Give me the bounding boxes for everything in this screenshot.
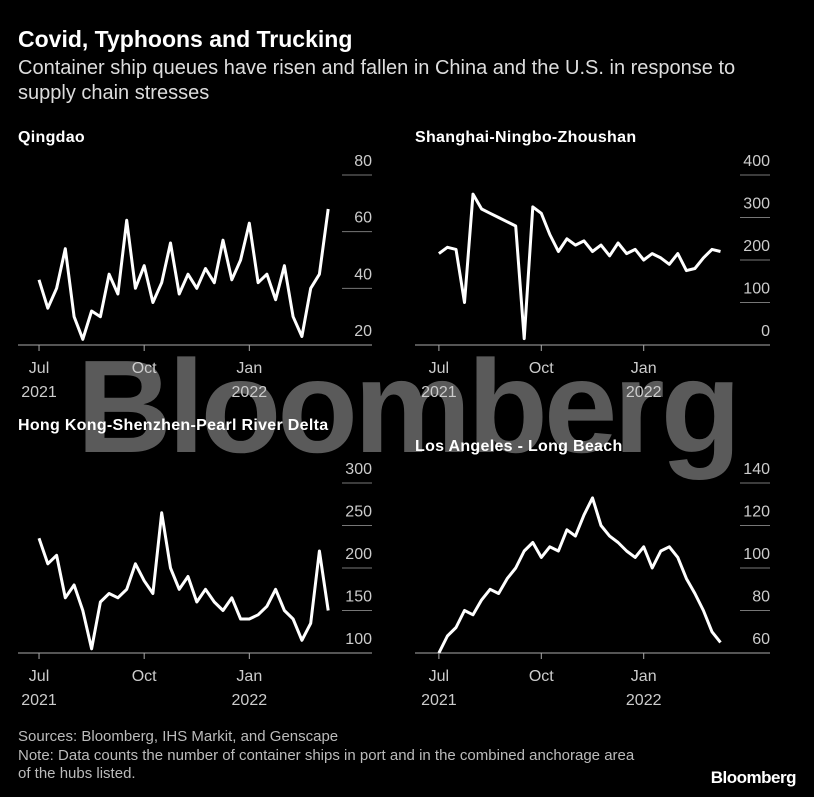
x-tick-label: Jul — [29, 360, 49, 377]
data-line — [438, 192, 721, 341]
y-tick-label: 200 — [345, 546, 372, 563]
data-line — [437, 496, 722, 654]
x-tick-label: Jul — [429, 360, 449, 377]
x-tick-label: Jan — [236, 360, 262, 377]
y-tick-label: 20 — [354, 323, 372, 340]
y-tick-label: 140 — [743, 461, 770, 478]
watermark: Bloomberg — [77, 333, 738, 480]
y-tick-label: 200 — [743, 238, 770, 255]
y-tick-label: 80 — [354, 153, 372, 170]
y-tick-label: 250 — [345, 504, 372, 521]
x-year-label: 2021 — [421, 384, 457, 401]
x-tick-label: Jul — [29, 668, 49, 685]
y-tick-label: 100 — [345, 631, 372, 648]
data-line — [37, 511, 330, 651]
x-year-label: 2022 — [232, 692, 268, 709]
source: Sources: Bloomberg, IHS Markit, and Gens… — [18, 728, 339, 745]
x-tick-label: Jan — [631, 668, 657, 685]
x-year-label: 2021 — [421, 692, 457, 709]
x-year-label: 2022 — [232, 384, 268, 401]
footnote: Sources: Bloomberg, IHS Markit, and Gens… — [18, 728, 638, 784]
y-tick-label: 300 — [345, 461, 372, 478]
x-tick-label: Oct — [132, 668, 157, 685]
panel-title: Hong Kong-Shenzhen-Pearl River Delta — [18, 417, 329, 434]
y-tick-label: 60 — [752, 631, 770, 648]
x-tick-label: Oct — [529, 668, 554, 685]
x-tick-label: Jan — [236, 668, 262, 685]
y-tick-label: 150 — [345, 589, 372, 606]
x-year-label: 2021 — [21, 384, 57, 401]
y-tick-label: 120 — [743, 504, 770, 521]
panel-title: Shanghai-Ningbo-Zhoushan — [415, 129, 637, 146]
note: Note: Data counts the number of containe… — [18, 746, 635, 783]
panel-title: Los Angeles - Long Beach — [415, 438, 623, 455]
x-tick-label: Oct — [529, 360, 554, 377]
x-tick-label: Oct — [132, 360, 157, 377]
x-tick-label: Jul — [429, 668, 449, 685]
y-tick-label: 400 — [743, 153, 770, 170]
x-year-label: 2021 — [21, 692, 57, 709]
subtitle: Container ship queues have risen and fal… — [18, 57, 736, 104]
y-tick-label: 80 — [752, 589, 770, 606]
data-line — [37, 208, 330, 341]
y-tick-label: 40 — [354, 266, 372, 283]
logo: Bloomberg — [710, 768, 797, 787]
y-tick-label: 100 — [743, 546, 770, 563]
y-tick-label: 60 — [354, 210, 372, 227]
y-tick-label: 0 — [761, 323, 770, 340]
y-tick-label: 100 — [743, 281, 770, 298]
x-tick-label: Jan — [631, 360, 657, 377]
x-year-label: 2022 — [626, 692, 662, 709]
panel-title: Qingdao — [18, 129, 85, 146]
title: Covid, Typhoons and Trucking — [18, 26, 353, 52]
y-tick-label: 300 — [743, 196, 770, 213]
x-year-label: 2022 — [626, 384, 662, 401]
